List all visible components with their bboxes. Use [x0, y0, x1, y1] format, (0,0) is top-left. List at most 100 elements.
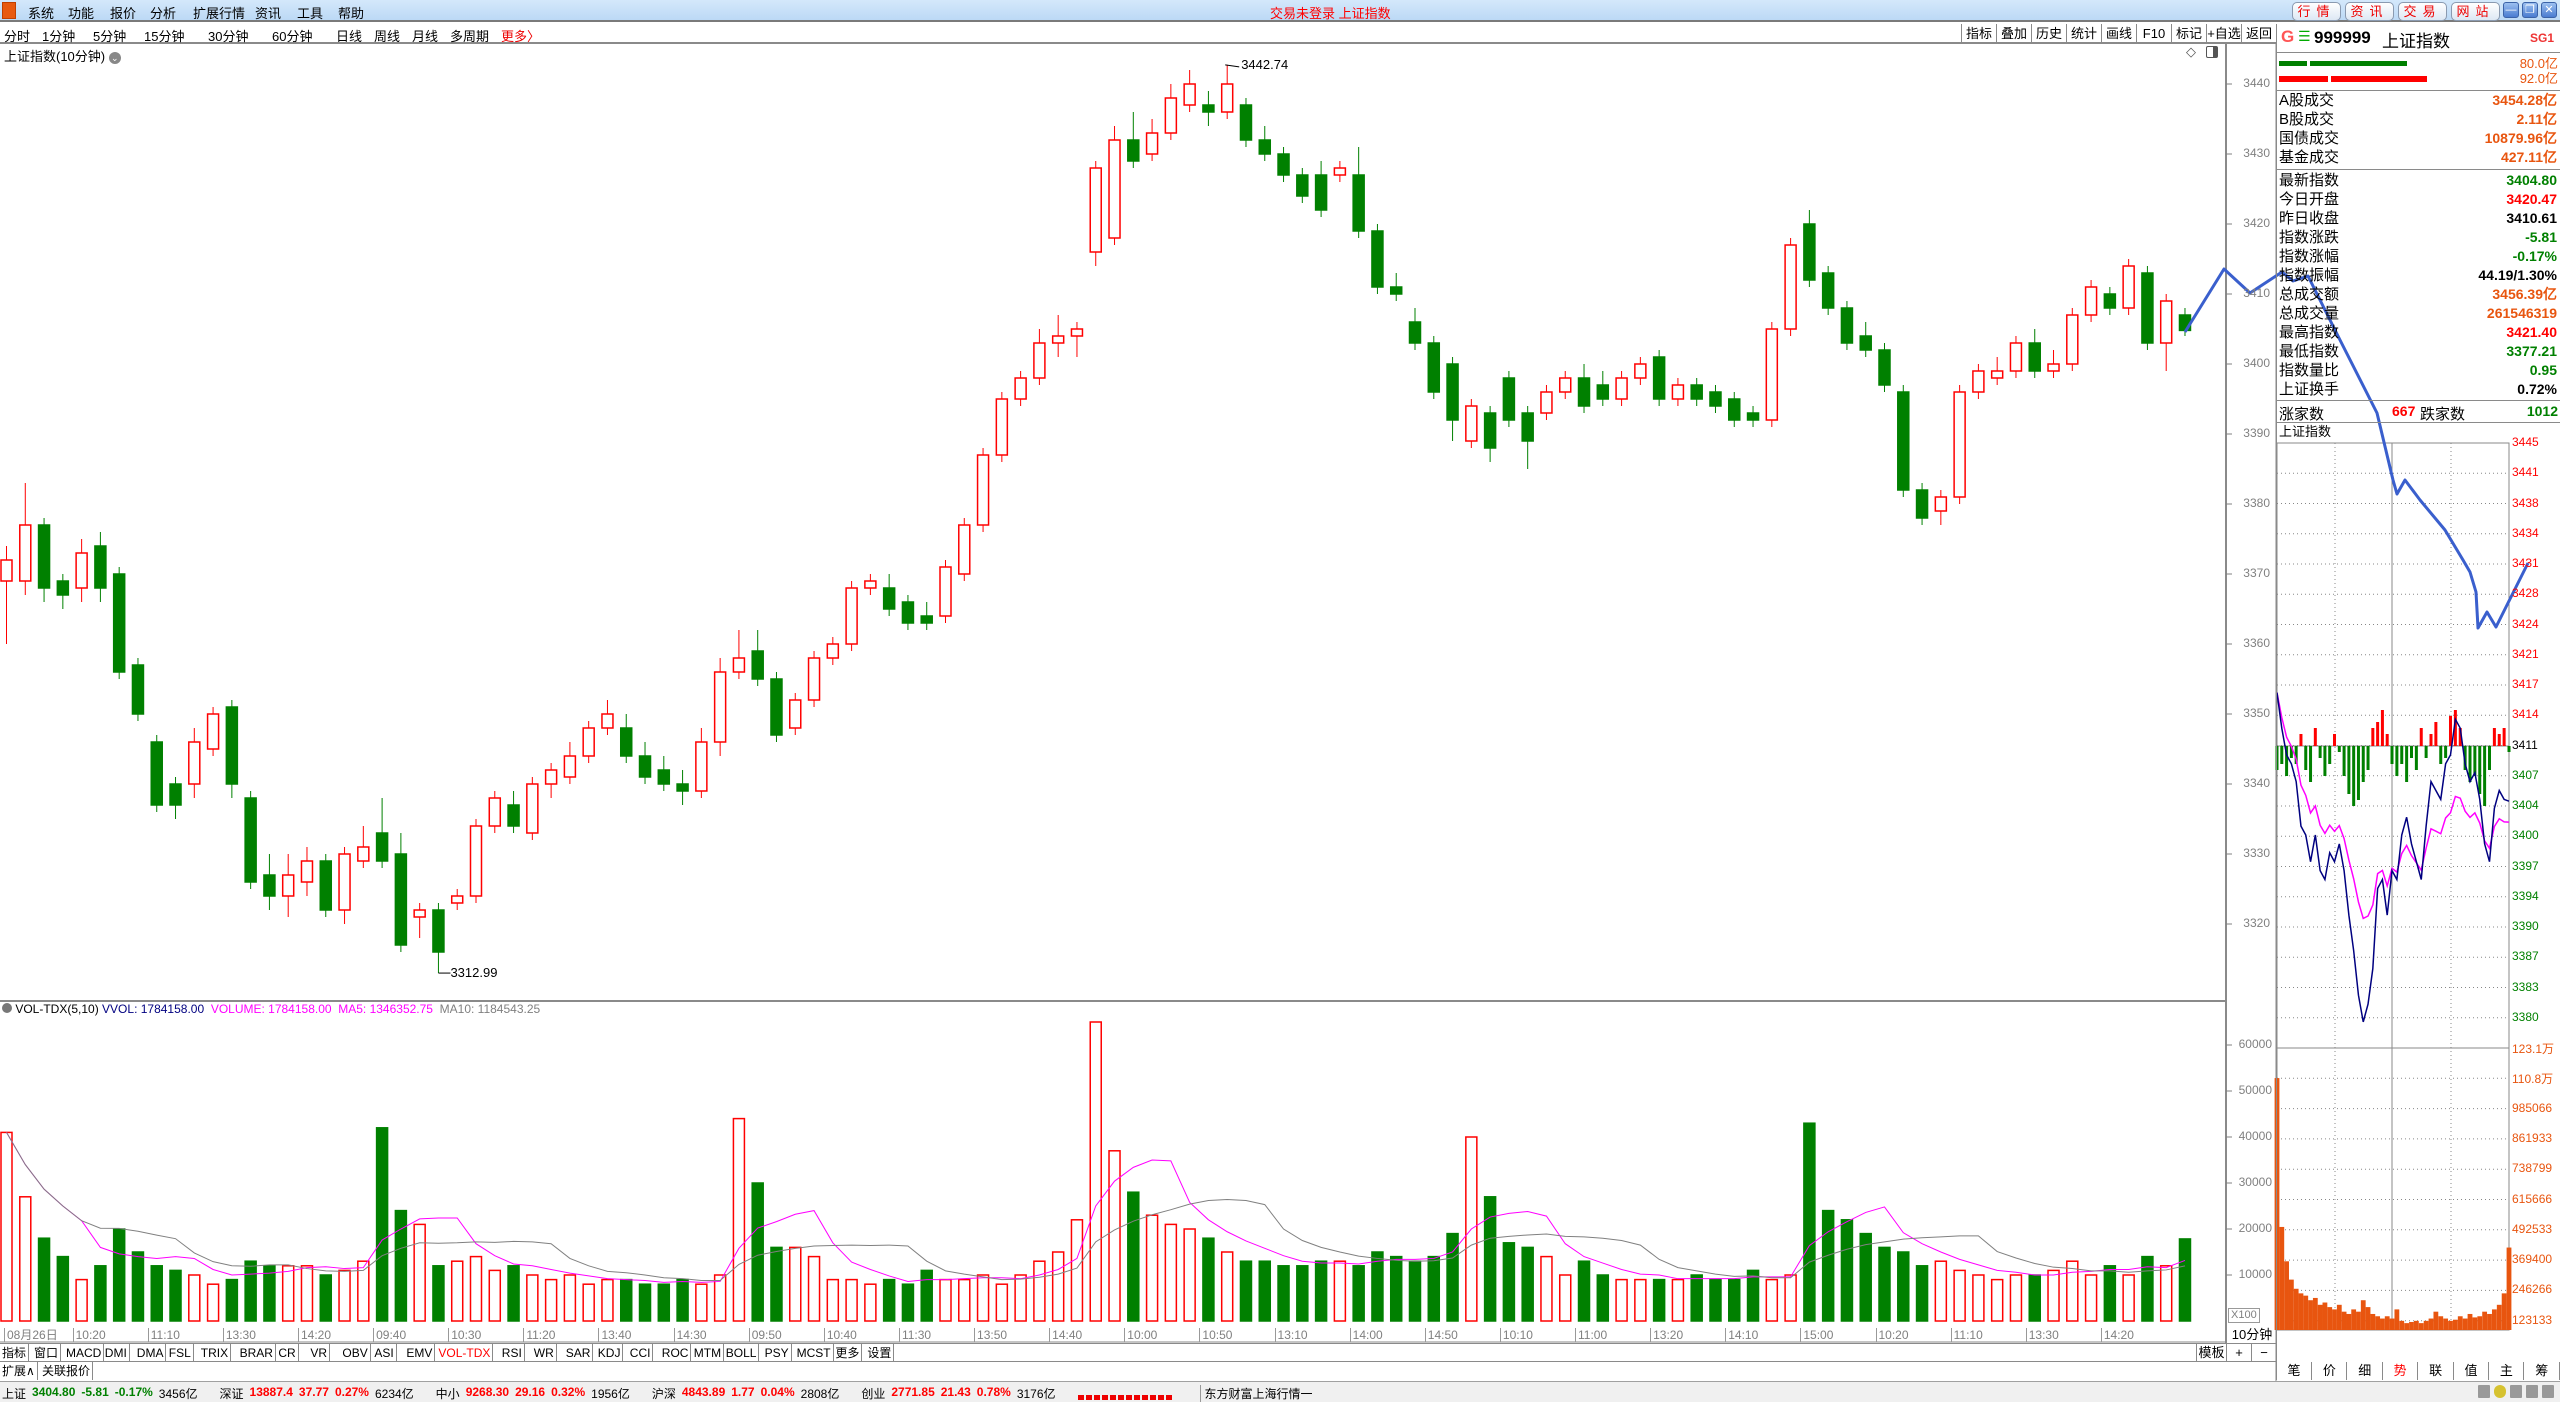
- indicator-tab-rsi[interactable]: RSI: [500, 1344, 525, 1362]
- menu-5[interactable]: 资讯: [255, 6, 282, 21]
- bottom-tab-7[interactable]: 筹: [2525, 1362, 2560, 1380]
- indicator-tab-vol-tdx[interactable]: VOL-TDX: [436, 1344, 494, 1362]
- indicator-tab-emv[interactable]: EMV: [404, 1344, 436, 1362]
- period-more[interactable]: 更多〉: [501, 29, 541, 44]
- period-6[interactable]: 日线: [336, 29, 363, 44]
- menu-6[interactable]: 工具: [297, 6, 324, 21]
- menu-4[interactable]: 扩展行情: [193, 6, 246, 21]
- candle: [1502, 371, 1516, 427]
- stat-row-label: 指数涨跌: [2279, 229, 2340, 246]
- status-price: 13887.4: [249, 1385, 293, 1399]
- menu-2[interactable]: 报价: [110, 6, 137, 21]
- quick-button-2[interactable]: 交易: [2398, 2, 2447, 21]
- indicator-tab-brar[interactable]: BRAR: [238, 1344, 276, 1362]
- template-button-1[interactable]: +: [2226, 1343, 2251, 1362]
- volume-bar: [1145, 1214, 1159, 1322]
- bottom-tab-3[interactable]: 势: [2383, 1362, 2419, 1380]
- toolbar-8[interactable]: 返回: [2241, 24, 2276, 44]
- menu-7[interactable]: 帮助: [338, 6, 365, 21]
- mini-volume-bar: [2413, 1320, 2419, 1330]
- indicator-tab-boll[interactable]: BOLL: [724, 1344, 760, 1362]
- period-3[interactable]: 15分钟: [144, 29, 185, 44]
- indicator-tab-kdj[interactable]: KDJ: [596, 1344, 624, 1362]
- note-icon[interactable]: [2478, 1385, 2490, 1398]
- menu-3[interactable]: 分析: [150, 6, 177, 21]
- indicator-tab-roc[interactable]: ROC: [660, 1344, 692, 1362]
- quick-button-3[interactable]: 网站: [2451, 2, 2500, 21]
- volume-bar: [619, 1278, 633, 1322]
- minimize-icon[interactable]: —: [2503, 2, 2519, 18]
- period-7[interactable]: 周线: [374, 29, 401, 44]
- panel-toggle-icon[interactable]: [2206, 46, 2218, 58]
- template-button-2[interactable]: −: [2251, 1343, 2276, 1362]
- quick-button-1[interactable]: 资讯: [2345, 2, 2394, 21]
- indicator-tab-窗口[interactable]: 窗口: [32, 1344, 62, 1362]
- bottom-tab-5[interactable]: 值: [2454, 1362, 2489, 1380]
- gear-icon[interactable]: [2, 1003, 12, 1013]
- menu-0[interactable]: 系统: [28, 6, 55, 21]
- indicator-tab-trix[interactable]: TRIX: [199, 1344, 232, 1362]
- tree-icon[interactable]: [2526, 1385, 2538, 1398]
- diamond-icon[interactable]: ◇: [2186, 44, 2196, 59]
- volume-bar: [1014, 1274, 1027, 1322]
- period-0[interactable]: 分时: [4, 29, 31, 44]
- volume-bar: [1615, 1278, 1628, 1322]
- toolbar-1[interactable]: 叠加: [1996, 24, 2031, 44]
- indicator-tab-macd[interactable]: MACD: [64, 1344, 105, 1362]
- sg-badge[interactable]: SG1: [2530, 31, 2555, 45]
- indicator-tab-wr[interactable]: WR: [532, 1344, 557, 1362]
- toolbar-6[interactable]: 标记: [2171, 24, 2206, 44]
- indicator-tab-psy[interactable]: PSY: [763, 1344, 792, 1362]
- turnover-row: 基金成交 427.11亿: [2279, 148, 2559, 167]
- indicator-tab-obv[interactable]: OBV: [340, 1344, 371, 1362]
- indicator-tab-cci[interactable]: CCI: [628, 1344, 654, 1362]
- menu-1[interactable]: 功能: [68, 6, 95, 21]
- period-8[interactable]: 月线: [412, 29, 439, 44]
- toolbar-3[interactable]: 统计: [2066, 24, 2101, 44]
- indicator-tab-dmi[interactable]: DMI: [103, 1344, 130, 1362]
- mini-volume-bar: [2438, 1316, 2444, 1330]
- candle-body: [1333, 167, 1347, 176]
- period-9[interactable]: 多周期: [450, 29, 490, 44]
- bottom-tab-2[interactable]: 细: [2348, 1362, 2383, 1380]
- bottom-tab-6[interactable]: 主: [2489, 1362, 2525, 1380]
- toolbar-0[interactable]: 指标: [1961, 24, 1996, 44]
- indicator-tab-asi[interactable]: ASI: [372, 1344, 397, 1362]
- pin-icon[interactable]: [2542, 1385, 2554, 1398]
- chevron-down-icon[interactable]: ⌄: [108, 52, 121, 64]
- indicator-tab-更多[interactable]: 更多: [833, 1344, 863, 1362]
- quick-button-0[interactable]: 行情: [2292, 2, 2341, 21]
- antenna-icon[interactable]: [2510, 1385, 2522, 1398]
- toolbar-5[interactable]: F10: [2136, 24, 2171, 44]
- volume-bar: [526, 1274, 539, 1322]
- indicator-tab-fsl[interactable]: FSL: [167, 1344, 194, 1362]
- candle: [206, 707, 220, 756]
- period-4[interactable]: 30分钟: [208, 29, 249, 44]
- low-annotation: 3312.99: [450, 965, 498, 981]
- indicator-tab-dma[interactable]: DMA: [135, 1344, 167, 1362]
- ext-tab-0[interactable]: 扩展∧: [0, 1362, 38, 1380]
- indicator-tab-cr[interactable]: CR: [276, 1344, 299, 1362]
- close-icon[interactable]: ✕: [2541, 2, 2557, 18]
- bottom-tab-4[interactable]: 联: [2419, 1362, 2454, 1380]
- indicator-tab-mcst[interactable]: MCST: [795, 1344, 834, 1362]
- bottom-tab-1[interactable]: 价: [2312, 1362, 2348, 1380]
- indicator-tab-mtm[interactable]: MTM: [692, 1344, 725, 1362]
- indicator-tab-指标[interactable]: 指标: [0, 1344, 30, 1362]
- indicator-tab-vr[interactable]: VR: [308, 1344, 331, 1362]
- restore-icon[interactable]: ❐: [2522, 2, 2538, 18]
- period-1[interactable]: 1分钟: [42, 29, 76, 44]
- bottom-tab-0[interactable]: 笔: [2277, 1362, 2312, 1380]
- period-5[interactable]: 60分钟: [272, 29, 313, 44]
- period-2[interactable]: 5分钟: [93, 29, 127, 44]
- toolbar-7[interactable]: +自选: [2206, 24, 2241, 44]
- toolbar-2[interactable]: 历史: [2031, 24, 2066, 44]
- coin-icon[interactable]: [2494, 1385, 2506, 1398]
- status-feed[interactable]: 东方财富上海行情一: [1199, 1385, 1313, 1402]
- ext-tab-1[interactable]: 关联报价: [40, 1362, 94, 1380]
- toolbar-4[interactable]: 画线: [2101, 24, 2136, 44]
- template-button-0[interactable]: 模板: [2196, 1343, 2226, 1362]
- indicator-tab-设置[interactable]: 设置: [865, 1344, 895, 1362]
- indicator-tab-sar[interactable]: SAR: [564, 1344, 594, 1362]
- volume-bar: [1859, 1232, 1872, 1322]
